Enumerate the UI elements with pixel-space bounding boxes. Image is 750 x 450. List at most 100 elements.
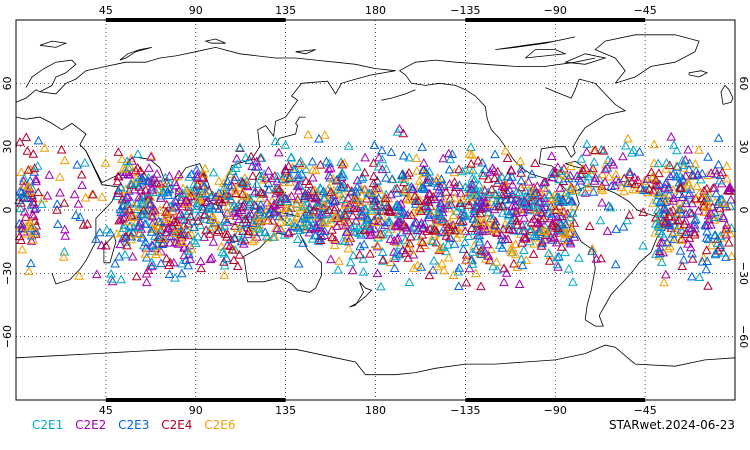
- obs-point: [687, 271, 697, 281]
- obs-point: [251, 212, 262, 221]
- obs-point: [677, 202, 688, 212]
- obs-point: [356, 210, 367, 220]
- obs-point: [176, 229, 186, 239]
- obs-point: [460, 237, 470, 247]
- obs-point: [147, 206, 158, 215]
- obs-point: [624, 167, 635, 176]
- obs-point: [504, 224, 515, 234]
- obs-point: [232, 223, 243, 233]
- obs-point: [102, 224, 112, 234]
- obs-point: [180, 255, 191, 264]
- obs-point: [329, 240, 340, 249]
- obs-point: [485, 167, 495, 176]
- obs-point: [683, 238, 693, 248]
- obs-point: [55, 187, 65, 197]
- obs-point: [591, 253, 602, 263]
- obs-point: [152, 221, 163, 230]
- obs-point: [343, 193, 353, 202]
- obs-point: [655, 197, 666, 207]
- obs-point: [680, 215, 691, 225]
- obs-point: [411, 217, 422, 227]
- obs-point: [267, 173, 277, 183]
- legend-item-c2e3: C2E3: [118, 418, 150, 432]
- obs-point: [460, 226, 471, 235]
- obs-point: [424, 188, 434, 198]
- obs-point: [223, 201, 233, 211]
- obs-point: [630, 178, 641, 188]
- axis-labels: 45 45 90 90 135 135 180 180 −135 −135 −90 −90 −45 −45…: [1, 4, 750, 417]
- obs-point: [313, 236, 324, 245]
- obs-point: [182, 184, 192, 194]
- obs-point: [300, 188, 311, 198]
- obs-point: [219, 177, 229, 187]
- obs-point: [687, 208, 697, 218]
- lon-label-bottom: −90: [544, 404, 567, 417]
- obs-point: [123, 168, 134, 178]
- obs-point: [529, 188, 540, 198]
- obs-point: [180, 195, 191, 204]
- obs-point: [156, 258, 166, 268]
- obs-point: [677, 233, 687, 243]
- obs-point: [439, 216, 450, 226]
- obs-point: [510, 249, 521, 259]
- obs-point: [673, 215, 684, 225]
- obs-point: [330, 195, 341, 205]
- obs-point: [491, 256, 502, 266]
- obs-point: [675, 198, 686, 207]
- obs-point: [477, 157, 488, 167]
- obs-point: [467, 178, 477, 188]
- obs-point: [295, 225, 305, 234]
- obs-point: [387, 174, 398, 183]
- obs-point: [372, 175, 383, 185]
- obs-point: [544, 255, 555, 265]
- coastline: [349, 281, 373, 308]
- obs-point: [660, 269, 671, 279]
- lat-label-right: −30: [737, 262, 750, 285]
- obs-point: [18, 176, 29, 185]
- obs-point: [548, 193, 559, 202]
- obs-point: [518, 232, 529, 242]
- obs-point: [418, 157, 429, 167]
- obs-point: [689, 215, 700, 225]
- obs-point: [472, 196, 483, 206]
- obs-point: [110, 258, 120, 268]
- obs-point: [425, 208, 436, 218]
- obs-point: [441, 226, 452, 236]
- obs-point: [416, 218, 427, 227]
- obs-point: [648, 185, 659, 195]
- obs-point: [614, 176, 624, 186]
- obs-point: [483, 250, 494, 260]
- obs-point: [346, 222, 357, 232]
- obs-point: [143, 172, 154, 182]
- obs-point: [466, 184, 477, 193]
- lon-label-top: 45: [99, 4, 113, 17]
- obs-point: [563, 196, 574, 205]
- obs-point: [44, 169, 55, 179]
- obs-point: [480, 246, 490, 256]
- obs-point: [539, 177, 549, 186]
- obs-point: [428, 206, 439, 215]
- obs-point: [336, 172, 347, 181]
- obs-point: [441, 231, 452, 240]
- obs-point: [217, 247, 228, 256]
- obs-point: [33, 187, 44, 197]
- obs-point: [146, 257, 157, 267]
- obs-point: [569, 201, 579, 211]
- obs-point: [505, 193, 516, 203]
- obs-point: [116, 207, 126, 217]
- obs-point: [16, 197, 26, 207]
- obs-point: [193, 211, 203, 221]
- obs-point: [274, 184, 285, 194]
- obs-point: [563, 173, 574, 183]
- obs-point: [690, 158, 701, 168]
- obs-point: [663, 184, 674, 194]
- obs-point: [328, 173, 338, 183]
- obs-point: [153, 184, 164, 194]
- obs-point: [269, 205, 280, 215]
- obs-point: [515, 156, 526, 166]
- obs-point: [443, 252, 454, 262]
- obs-point: [575, 175, 586, 185]
- obs-point: [461, 255, 472, 265]
- obs-point: [115, 239, 126, 249]
- obs-point: [671, 145, 682, 155]
